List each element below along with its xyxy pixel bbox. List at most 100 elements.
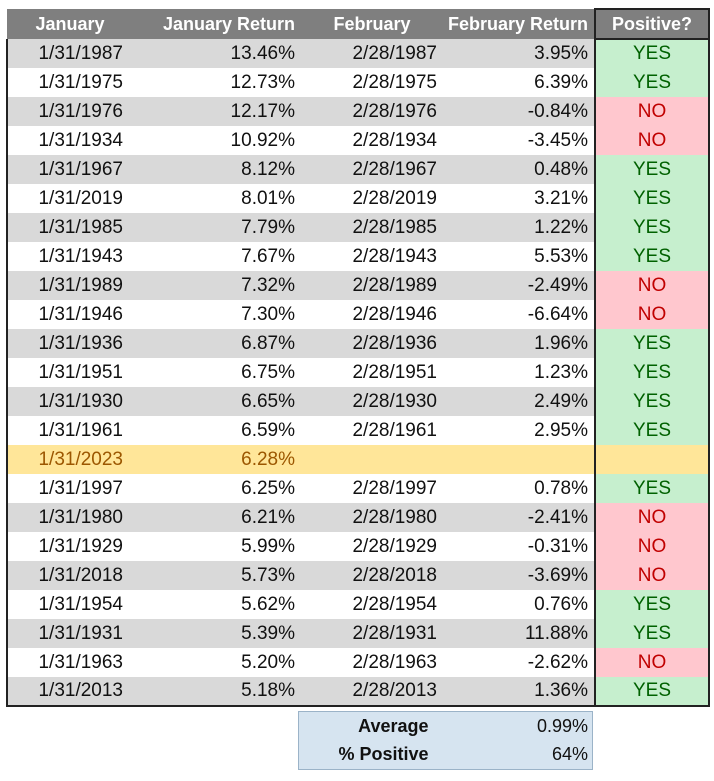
table-row: 1/31/1987 13.46% 2/28/1987 3.95% YES bbox=[6, 39, 710, 68]
table-row: 1/31/1946 7.30% 2/28/1946 -6.64% NO bbox=[6, 300, 710, 329]
cell-positive: YES bbox=[594, 184, 710, 213]
cell-february-date: 2/28/1975 bbox=[301, 68, 443, 97]
cell-positive bbox=[594, 445, 710, 474]
cell-february-return: 3.21% bbox=[443, 184, 595, 213]
table-row: 1/31/2023 6.28% bbox=[6, 445, 710, 474]
cell-february-date bbox=[301, 445, 443, 474]
table-row: 1/31/1929 5.99% 2/28/1929 -0.31% NO bbox=[6, 532, 710, 561]
cell-positive: YES bbox=[594, 590, 710, 619]
cell-positive: YES bbox=[594, 358, 710, 387]
cell-february-return: -3.69% bbox=[443, 561, 595, 590]
cell-february-date: 2/28/2019 bbox=[301, 184, 443, 213]
cell-positive: YES bbox=[594, 677, 710, 707]
cell-february-date: 2/28/2018 bbox=[301, 561, 443, 590]
cell-january-date: 1/31/2018 bbox=[6, 561, 133, 590]
cell-january-return: 7.30% bbox=[133, 300, 301, 329]
cell-january-return: 5.62% bbox=[133, 590, 301, 619]
cell-february-date: 2/28/1951 bbox=[301, 358, 443, 387]
cell-january-date: 1/31/1989 bbox=[6, 271, 133, 300]
header-february-return: February Return bbox=[443, 9, 595, 39]
cell-january-date: 1/31/1946 bbox=[6, 300, 133, 329]
table-row: 1/31/1997 6.25% 2/28/1997 0.78% YES bbox=[6, 474, 710, 503]
table-row: 1/31/1989 7.32% 2/28/1989 -2.49% NO bbox=[6, 271, 710, 300]
table-row: 1/31/1943 7.67% 2/28/1943 5.53% YES bbox=[6, 242, 710, 271]
table-body: 1/31/1987 13.46% 2/28/1987 3.95% YES 1/31/197… bbox=[6, 39, 710, 707]
cell-january-return: 12.73% bbox=[133, 68, 301, 97]
cell-positive: NO bbox=[594, 97, 710, 126]
table-row: 1/31/1930 6.65% 2/28/1930 2.49% YES bbox=[6, 387, 710, 416]
cell-positive: YES bbox=[594, 68, 710, 97]
cell-february-date: 2/28/1961 bbox=[301, 416, 443, 445]
cell-january-date: 1/31/1987 bbox=[6, 39, 133, 68]
cell-february-date: 2/28/1989 bbox=[301, 271, 443, 300]
table-row: 1/31/2013 5.18% 2/28/2013 1.36% YES bbox=[6, 677, 710, 707]
cell-january-date: 1/31/1975 bbox=[6, 68, 133, 97]
cell-january-return: 7.79% bbox=[133, 213, 301, 242]
cell-january-date: 1/31/1954 bbox=[6, 590, 133, 619]
cell-february-date: 2/28/1976 bbox=[301, 97, 443, 126]
cell-january-return: 7.32% bbox=[133, 271, 301, 300]
cell-january-return: 6.25% bbox=[133, 474, 301, 503]
cell-february-date: 2/28/1943 bbox=[301, 242, 443, 271]
table-row: 1/31/1961 6.59% 2/28/1961 2.95% YES bbox=[6, 416, 710, 445]
header-row: January January Return February February… bbox=[7, 8, 710, 40]
table-row: 1/31/2019 8.01% 2/28/2019 3.21% YES bbox=[6, 184, 710, 213]
cell-positive: NO bbox=[594, 126, 710, 155]
cell-february-date: 2/28/1987 bbox=[301, 39, 443, 68]
cell-january-return: 5.73% bbox=[133, 561, 301, 590]
cell-january-date: 1/31/1934 bbox=[6, 126, 133, 155]
cell-january-date: 1/31/1943 bbox=[6, 242, 133, 271]
cell-february-return: 0.76% bbox=[443, 590, 595, 619]
cell-january-date: 1/31/1963 bbox=[6, 648, 133, 677]
cell-february-return: 2.49% bbox=[443, 387, 595, 416]
summary-table: Average 0.99% % Positive 64% bbox=[298, 711, 593, 770]
cell-january-return: 10.92% bbox=[133, 126, 301, 155]
cell-february-return: 1.96% bbox=[443, 329, 595, 358]
cell-positive: YES bbox=[594, 416, 710, 445]
cell-february-return: 1.22% bbox=[443, 213, 595, 242]
cell-positive: YES bbox=[594, 39, 710, 68]
cell-february-date: 2/28/1931 bbox=[301, 619, 443, 648]
cell-january-date: 1/31/1997 bbox=[6, 474, 133, 503]
cell-january-date: 1/31/1951 bbox=[6, 358, 133, 387]
cell-january-return: 5.18% bbox=[133, 677, 301, 707]
cell-february-date: 2/28/1934 bbox=[301, 126, 443, 155]
cell-february-date: 2/28/1946 bbox=[301, 300, 443, 329]
cell-february-date: 2/28/1929 bbox=[301, 532, 443, 561]
cell-february-return: -2.49% bbox=[443, 271, 595, 300]
cell-february-return: 0.78% bbox=[443, 474, 595, 503]
table-row: 1/31/2018 5.73% 2/28/2018 -3.69% NO bbox=[6, 561, 710, 590]
cell-positive: YES bbox=[594, 242, 710, 271]
cell-february-return: -2.62% bbox=[443, 648, 595, 677]
cell-positive: YES bbox=[594, 155, 710, 184]
cell-january-return: 6.75% bbox=[133, 358, 301, 387]
cell-january-return: 5.20% bbox=[133, 648, 301, 677]
header-february: February bbox=[301, 9, 443, 39]
header-january-return: January Return bbox=[133, 9, 301, 39]
cell-positive: YES bbox=[594, 474, 710, 503]
summary-positive-row: % Positive 64% bbox=[298, 740, 593, 770]
average-value: 0.99% bbox=[434, 711, 593, 741]
returns-table: January January Return February February… bbox=[6, 8, 710, 707]
header-positive: Positive? bbox=[594, 8, 710, 40]
table-row: 1/31/1954 5.62% 2/28/1954 0.76% YES bbox=[6, 590, 710, 619]
table-row: 1/31/1967 8.12% 2/28/1967 0.48% YES bbox=[6, 155, 710, 184]
cell-positive: YES bbox=[594, 329, 710, 358]
cell-positive: YES bbox=[594, 387, 710, 416]
cell-february-return: -3.45% bbox=[443, 126, 595, 155]
cell-february-date: 2/28/1985 bbox=[301, 213, 443, 242]
cell-january-return: 5.99% bbox=[133, 532, 301, 561]
cell-january-return: 8.12% bbox=[133, 155, 301, 184]
cell-february-date: 2/28/1980 bbox=[301, 503, 443, 532]
header-january: January bbox=[7, 9, 133, 39]
cell-january-date: 1/31/1961 bbox=[6, 416, 133, 445]
cell-february-return: 2.95% bbox=[443, 416, 595, 445]
cell-january-return: 6.65% bbox=[133, 387, 301, 416]
cell-february-date: 2/28/1963 bbox=[301, 648, 443, 677]
cell-january-return: 7.67% bbox=[133, 242, 301, 271]
cell-january-return: 13.46% bbox=[133, 39, 301, 68]
cell-january-date: 1/31/1931 bbox=[6, 619, 133, 648]
cell-january-date: 1/31/1985 bbox=[6, 213, 133, 242]
cell-february-return: -6.64% bbox=[443, 300, 595, 329]
table-row: 1/31/1951 6.75% 2/28/1951 1.23% YES bbox=[6, 358, 710, 387]
